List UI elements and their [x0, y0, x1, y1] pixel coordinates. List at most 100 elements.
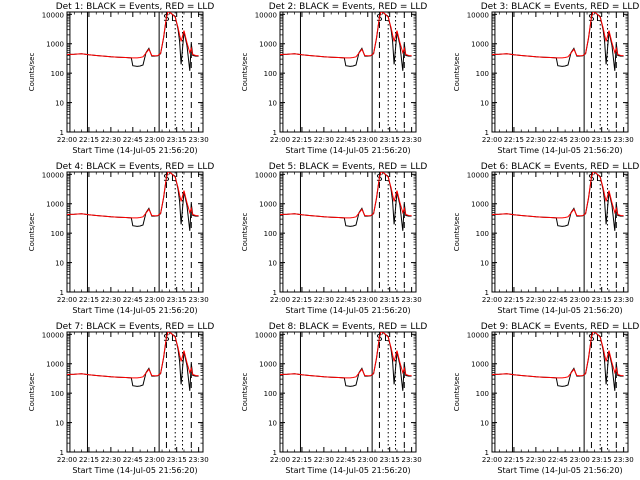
series-line-lld: [492, 12, 624, 59]
y-tick-label: 1: [60, 129, 64, 137]
y-tick-label: 1000: [46, 201, 64, 209]
y-tick-label: 1: [60, 449, 64, 457]
y-axis-label: Counts/sec: [453, 373, 461, 412]
x-tick-label: 23:30: [189, 456, 209, 464]
y-tick-label: 10: [480, 100, 489, 108]
marker-label-l: L: [171, 173, 177, 184]
x-tick-label: 22:15: [504, 136, 524, 144]
x-tick-label: 22:00: [270, 456, 290, 464]
y-tick-label: 100: [264, 230, 277, 238]
plot-frame: [66, 171, 204, 293]
y-tick-label: 10: [268, 100, 277, 108]
y-axis-label: Counts/sec: [28, 373, 36, 412]
series-line-events: [280, 172, 412, 231]
x-tick-label: 22:30: [314, 296, 334, 304]
panel-title: Det 4: BLACK = Events, RED = LLD: [56, 162, 215, 172]
x-tick-label: 23:15: [592, 296, 612, 304]
x-tick-label: 23:15: [592, 136, 612, 144]
x-tick-label: 22:30: [526, 136, 546, 144]
x-tick-label: 22:15: [79, 136, 99, 144]
plot-frame: [491, 331, 629, 453]
y-tick-label: 1: [273, 129, 277, 137]
x-tick-label: 23:15: [380, 136, 400, 144]
series-line-lld: [67, 12, 199, 59]
marker-label-l: L: [596, 13, 602, 24]
series-line-events: [492, 172, 624, 231]
y-tick-label: 1: [60, 289, 64, 297]
series-line-events: [492, 332, 624, 391]
y-axis-label: Counts/sec: [241, 213, 249, 252]
panel-det-3: Det 3: BLACK = Events, RED = LLD Counts/s…: [453, 2, 639, 155]
x-tick-label: 22:30: [101, 136, 121, 144]
x-tick-label: 23:30: [402, 136, 422, 144]
x-tick-label: 22:15: [504, 296, 524, 304]
y-tick-label: 100: [51, 70, 64, 78]
x-tick-label: 22:00: [270, 296, 290, 304]
panel-title: Det 9: BLACK = Events, RED = LLD: [481, 322, 640, 332]
y-tick-label: 10: [480, 420, 489, 428]
plot-frame: [66, 11, 204, 133]
panel-det-8: Det 8: BLACK = Events, RED = LLD Counts/s…: [241, 322, 427, 475]
y-tick-label: 10000: [255, 11, 277, 19]
x-tick-label: 23:15: [592, 456, 612, 464]
y-tick-label: 1000: [46, 41, 64, 49]
x-tick-label: 22:45: [548, 296, 568, 304]
series-line-lld: [492, 332, 624, 379]
x-axis-label: Start Time (14-Jul-05 21:56:20): [72, 146, 197, 155]
marker-label-l: L: [384, 13, 390, 24]
series-line-events: [67, 332, 199, 391]
x-tick-label: 23:30: [189, 136, 209, 144]
marker-label-l: L: [384, 173, 390, 184]
x-tick-label: 22:00: [270, 136, 290, 144]
y-tick-label: 1: [485, 129, 489, 137]
y-tick-label: 1: [273, 289, 277, 297]
y-tick-label: 10000: [42, 11, 64, 19]
x-tick-label: 22:30: [526, 296, 546, 304]
y-tick-label: 1000: [259, 41, 277, 49]
y-tick-label: 10: [55, 260, 64, 268]
series-line-lld: [67, 332, 199, 379]
y-tick-label: 1: [273, 449, 277, 457]
panel-det-2: Det 2: BLACK = Events, RED = LLD Counts/s…: [241, 2, 427, 155]
x-tick-label: 23:30: [614, 296, 634, 304]
x-tick-label: 22:30: [526, 456, 546, 464]
series-line-events: [280, 332, 412, 391]
x-tick-label: 22:45: [123, 296, 143, 304]
x-tick-label: 23:00: [358, 136, 378, 144]
x-tick-label: 22:30: [101, 456, 121, 464]
y-tick-label: 100: [476, 70, 489, 78]
y-tick-label: 1000: [259, 201, 277, 209]
y-tick-label: 10: [480, 260, 489, 268]
panel-det-1: Det 1: BLACK = Events, RED = LLD Counts/s…: [28, 2, 214, 155]
y-tick-label: 100: [264, 390, 277, 398]
panel-title: Det 7: BLACK = Events, RED = LLD: [56, 322, 215, 332]
series-line-events: [67, 172, 199, 231]
series-line-lld: [280, 332, 412, 379]
y-axis-label: Counts/sec: [28, 213, 36, 252]
series-line-lld: [492, 172, 624, 219]
y-axis-label: Counts/sec: [453, 213, 461, 252]
x-tick-label: 22:45: [336, 296, 356, 304]
x-tick-label: 23:15: [167, 296, 187, 304]
x-tick-label: 22:45: [123, 456, 143, 464]
x-axis-label: Start Time (14-Jul-05 21:56:20): [285, 466, 410, 475]
x-tick-label: 23:00: [570, 296, 590, 304]
panel-title: Det 5: BLACK = Events, RED = LLD: [269, 162, 428, 172]
y-tick-label: 10: [55, 420, 64, 428]
y-tick-label: 10000: [255, 171, 277, 179]
y-tick-label: 1000: [471, 201, 489, 209]
series-line-events: [67, 12, 199, 71]
series-line-events: [492, 12, 624, 71]
x-tick-label: 23:00: [570, 456, 590, 464]
x-tick-label: 22:00: [482, 456, 502, 464]
y-tick-label: 10000: [42, 331, 64, 339]
x-tick-label: 22:15: [79, 456, 99, 464]
x-tick-label: 22:45: [548, 136, 568, 144]
x-axis-label: Start Time (14-Jul-05 21:56:20): [497, 466, 622, 475]
x-axis-label: Start Time (14-Jul-05 21:56:20): [285, 146, 410, 155]
y-tick-label: 10000: [467, 171, 489, 179]
panel-det-4: Det 4: BLACK = Events, RED = LLD Counts/s…: [28, 162, 214, 315]
x-tick-label: 23:00: [145, 296, 165, 304]
x-tick-label: 22:45: [123, 136, 143, 144]
y-tick-label: 1000: [471, 361, 489, 369]
